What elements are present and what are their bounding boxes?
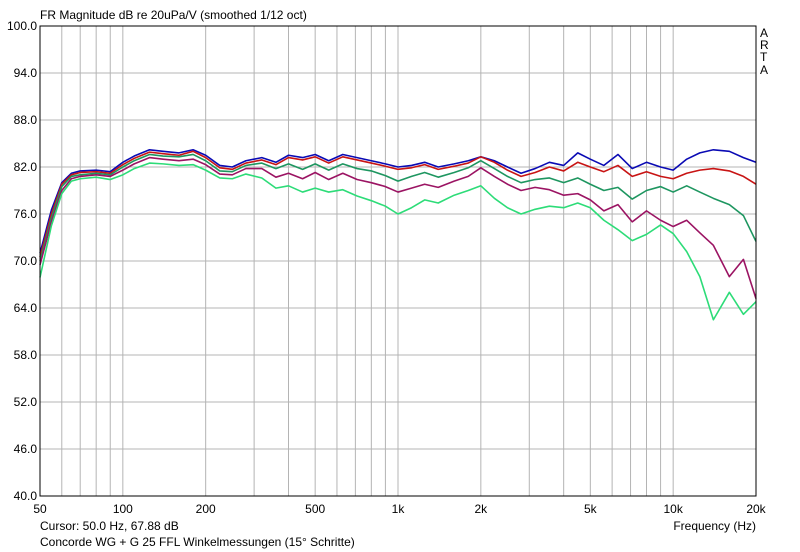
y-tick-label: 46.0 [14,442,38,456]
y-tick-label: 76.0 [14,207,38,221]
x-tick-label: 10k [663,502,683,516]
series-line-4 [39,156,757,299]
x-axis-label: Frequency (Hz) [673,519,756,533]
y-tick-label: 52.0 [14,395,38,409]
x-tick-label: 100 [113,502,133,516]
y-tick-label: 88.0 [14,113,38,127]
arta-letter: R [760,38,769,52]
plot-series [39,148,757,321]
cursor-readout: Cursor: 50.0 Hz, 67.88 dB [40,519,179,533]
x-tick-label: 1k [392,502,406,516]
plot-frame [39,25,757,497]
arta-letter: A [760,63,768,77]
series-line-2 [39,150,757,258]
x-tick-label: 2k [474,502,488,516]
x-tick-label: 20k [746,502,766,516]
chart-title: FR Magnitude dB re 20uPa/V (smoothed 1/1… [40,8,307,22]
arta-logo: A R T A [760,26,769,77]
arta-letter: T [760,50,768,64]
y-tick-label: 58.0 [14,348,38,362]
y-tick-label: 94.0 [14,66,38,80]
y-tick-label: 64.0 [14,301,38,315]
x-tick-label: 200 [196,502,216,516]
y-tick-label: 70.0 [14,254,38,268]
x-tick-label: 500 [305,502,325,516]
chart-caption: Concorde WG + G 25 FFL Winkelmessungen (… [40,535,355,549]
plot-grid [40,26,756,496]
y-tick-label: 100.0 [7,19,37,33]
series-line-3 [39,153,757,262]
x-tick-labels: 50 100 200 500 1k 2k 5k 10k 20k [33,502,766,516]
series-line-5 [39,162,757,321]
series-line-1 [39,148,757,254]
y-tick-labels: 40.0 46.0 52.0 58.0 64.0 70.0 76.0 82.0 88.0 94.0… [7,19,37,503]
y-tick-label: 82.0 [14,160,38,174]
y-tick-label: 40.0 [14,489,38,503]
x-tick-label: 50 [33,502,47,516]
x-tick-label: 5k [584,502,598,516]
arta-letter: A [760,26,768,40]
